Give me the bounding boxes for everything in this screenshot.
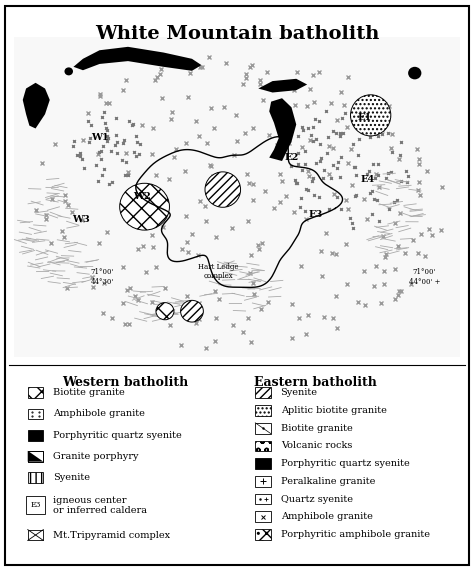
Text: Porphyritic quartz syenite: Porphyritic quartz syenite <box>281 459 410 468</box>
Text: Amphibole granite: Amphibole granite <box>53 409 145 419</box>
Bar <box>28 472 44 483</box>
Text: Biotite granite: Biotite granite <box>281 424 352 433</box>
Ellipse shape <box>156 303 174 320</box>
Bar <box>255 512 271 522</box>
Text: W3: W3 <box>72 215 90 224</box>
Ellipse shape <box>64 67 73 75</box>
Text: Amphibole granite: Amphibole granite <box>281 512 373 521</box>
Bar <box>28 409 44 419</box>
Text: Biotite granite: Biotite granite <box>53 388 125 397</box>
Text: 71°00'
44°30': 71°00' 44°30' <box>90 268 114 286</box>
Text: Quartz syenite: Quartz syenite <box>281 494 353 504</box>
Text: igneous center: igneous center <box>53 496 127 505</box>
Text: Hart Ledge
complex: Hart Ledge complex <box>198 263 238 280</box>
Text: E1: E1 <box>358 112 372 122</box>
Bar <box>28 451 44 461</box>
Polygon shape <box>258 79 307 93</box>
Bar <box>26 496 46 514</box>
Text: W2: W2 <box>133 192 151 202</box>
Text: Western batholith: Western batholith <box>62 376 188 389</box>
Bar <box>28 451 44 461</box>
Bar <box>255 405 271 416</box>
Bar <box>255 458 271 469</box>
Bar <box>255 493 271 505</box>
Ellipse shape <box>408 67 421 79</box>
Text: W1: W1 <box>91 132 109 142</box>
Text: Syenite: Syenite <box>53 473 90 482</box>
Bar <box>28 387 44 399</box>
Ellipse shape <box>350 95 391 136</box>
Bar <box>255 423 271 434</box>
Text: Granite porphyry: Granite porphyry <box>53 452 138 461</box>
Text: Porphyritic quartz syenite: Porphyritic quartz syenite <box>53 431 182 440</box>
Ellipse shape <box>181 300 203 322</box>
Text: Aplitic biotite granite: Aplitic biotite granite <box>281 406 386 415</box>
Bar <box>28 530 44 540</box>
Text: 71°00'
44°00' +: 71°00' 44°00' + <box>409 268 440 286</box>
Text: E3: E3 <box>30 501 41 509</box>
Ellipse shape <box>119 183 169 230</box>
Polygon shape <box>28 451 44 461</box>
Bar <box>14 37 460 357</box>
Text: Peralkaline granite: Peralkaline granite <box>281 477 375 486</box>
Bar <box>255 441 271 451</box>
Bar <box>255 529 271 540</box>
Text: Mt.Tripyramid complex: Mt.Tripyramid complex <box>53 530 170 540</box>
Polygon shape <box>269 98 296 161</box>
Bar <box>255 476 271 486</box>
Text: Porphyritic amphibole granite: Porphyritic amphibole granite <box>281 530 429 539</box>
Text: Syenite: Syenite <box>281 388 318 397</box>
Text: E4: E4 <box>360 175 374 184</box>
Bar <box>255 387 271 399</box>
Text: Eastern batholith: Eastern batholith <box>254 376 376 389</box>
Bar <box>28 429 44 441</box>
Text: E2: E2 <box>284 152 299 162</box>
Text: E3: E3 <box>308 210 322 219</box>
Polygon shape <box>73 47 201 71</box>
Text: White Mountain batholith: White Mountain batholith <box>95 25 379 43</box>
Ellipse shape <box>205 172 240 207</box>
Text: Volcanic rocks: Volcanic rocks <box>281 441 352 451</box>
Polygon shape <box>23 83 50 128</box>
Text: or inferred caldera: or inferred caldera <box>53 506 147 515</box>
